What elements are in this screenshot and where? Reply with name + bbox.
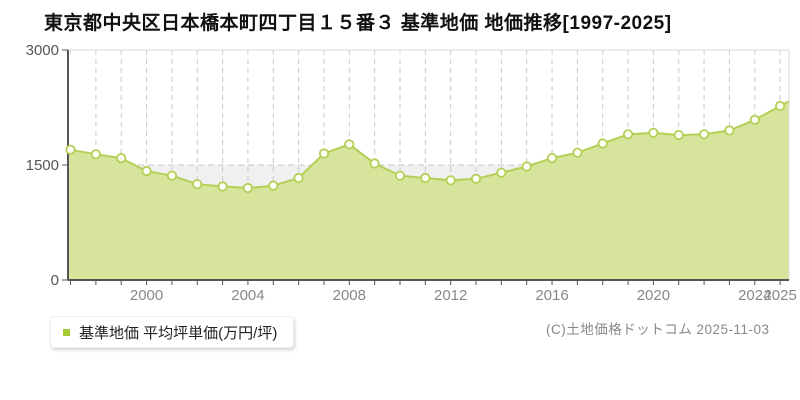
data-point-2007 xyxy=(318,148,330,159)
data-point-2025 xyxy=(774,100,786,112)
data-point-2011 xyxy=(420,172,431,184)
data-point-2001 xyxy=(166,170,177,181)
data-point-2024 xyxy=(749,114,760,125)
data-point-2003 xyxy=(217,181,228,192)
data-point-2000 xyxy=(141,166,152,177)
data-point-2009 xyxy=(369,158,380,169)
x-tick-label: 2024 xyxy=(738,287,771,304)
x-tick-label: 2020 xyxy=(637,287,670,304)
data-point-2022 xyxy=(698,129,710,140)
data-point-2002 xyxy=(192,179,203,190)
x-tick-label: 2000 xyxy=(130,287,163,304)
data-point-2010 xyxy=(394,170,406,181)
data-point-2008 xyxy=(344,139,355,150)
data-point-2021 xyxy=(673,130,684,141)
data-point-2012 xyxy=(445,175,456,186)
legend-bullet-icon xyxy=(63,328,70,336)
x-tick-label: 2004 xyxy=(231,287,264,304)
price-area xyxy=(68,101,789,280)
y-tick-label: 0 xyxy=(51,272,59,289)
data-point-2005 xyxy=(268,180,279,191)
data-point-2015 xyxy=(521,161,532,172)
data-point-2016 xyxy=(546,153,558,164)
x-tick-label: 2008 xyxy=(333,287,366,304)
legend-label: 基準地価 平均坪単価(万円/坪) xyxy=(79,324,278,342)
legend: 基準地価 平均坪単価(万円/坪) xyxy=(50,316,295,348)
data-point-2017 xyxy=(572,147,583,158)
data-point-1998 xyxy=(90,149,102,160)
data-point-2020 xyxy=(648,127,659,138)
data-point-2023 xyxy=(724,125,735,136)
y-tick-label: 3000 xyxy=(26,42,59,59)
data-point-2014 xyxy=(496,167,507,178)
data-point-1997 xyxy=(65,144,76,155)
page-title: 東京都中央区日本橋本町四丁目１５番３ 基準地価 地価推移[1997-2025] xyxy=(44,13,672,34)
data-point-2019 xyxy=(622,129,634,140)
x-tick-label: 2016 xyxy=(535,287,568,304)
copyright-footer: (C)土地価格ドットコム 2025-11-03 xyxy=(546,322,770,337)
data-point-2004 xyxy=(242,182,253,194)
data-point-2013 xyxy=(470,173,482,184)
x-tick-label: 2025 xyxy=(763,287,796,304)
data-point-2018 xyxy=(597,138,608,149)
data-point-1999 xyxy=(116,153,127,164)
x-tick-label: 2012 xyxy=(434,287,467,304)
data-point-2006 xyxy=(293,172,304,184)
y-tick-label: 1500 xyxy=(26,157,59,174)
